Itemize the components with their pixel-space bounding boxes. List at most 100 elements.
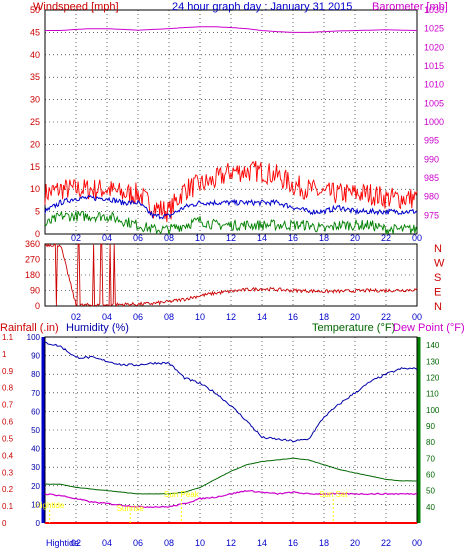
compass-label: N <box>434 243 442 255</box>
direction-y-tick-label: 0 <box>35 301 40 311</box>
rainfall-y-tick-label: 0 <box>2 519 7 528</box>
barometer-y-tick-label: 975 <box>424 210 439 220</box>
rainfall-y-tick-label: 0.3 <box>2 468 14 477</box>
temperature-series <box>44 457 417 495</box>
temperature-y-tick-label: 130 <box>426 357 440 366</box>
x-tick-label-top: 18 <box>319 233 329 243</box>
temperature-y-tick-label: 70 <box>426 454 435 463</box>
x-tick-label-mid: 12 <box>226 312 236 322</box>
dewpoint-series <box>44 490 418 509</box>
x-tick-label-bottom: 20 <box>350 538 360 548</box>
rainfall-y-tick-label: 0.1 <box>2 502 14 511</box>
temperature-y-tick-label: 110 <box>426 390 439 399</box>
wind-average-series <box>44 194 418 220</box>
rainfall-axis-title: Rainfall (.in) <box>0 322 59 334</box>
humidity-series <box>44 341 418 443</box>
humidity-y-tick-label: 30 <box>31 463 40 472</box>
x-tick-label-top: 20 <box>350 233 360 243</box>
x-tick-label-mid: 10 <box>195 312 205 322</box>
temperature-y-tick-label: 90 <box>426 422 435 431</box>
wind-gust-series <box>44 160 418 223</box>
barometer-y-tick-label: 1015 <box>424 61 444 71</box>
humidity-y-tick-label: 40 <box>31 445 40 454</box>
x-tick-label-bottom: 02 <box>71 538 81 548</box>
wind-y-tick-label: 10 <box>30 184 40 194</box>
wind-y-tick-label: 40 <box>30 50 40 60</box>
x-tick-label-mid: 00 <box>412 312 422 322</box>
rainfall-y-tick-label: 0.9 <box>2 367 14 376</box>
wind-y-tick-label: 30 <box>30 95 40 105</box>
x-tick-label-mid: 08 <box>164 312 174 322</box>
wind-y-tick-label: 50 <box>30 5 40 15</box>
wind-y-tick-label: 5 <box>35 207 40 217</box>
x-tick-label-mid: 02 <box>71 312 81 322</box>
wind-direction-series <box>44 243 418 307</box>
rainfall-y-tick-label: 0.7 <box>2 401 14 410</box>
temperature-y-tick-label: 40 <box>426 503 435 512</box>
temperature-y-tick-label: 100 <box>426 406 440 415</box>
humidity-y-tick-label: 60 <box>31 407 40 416</box>
barometer-y-tick-label: 1020 <box>424 42 444 52</box>
x-tick-label-mid: 06 <box>133 312 143 322</box>
event-annotation: Sun Peak <box>164 490 200 499</box>
x-tick-label-bottom: 18 <box>319 538 329 548</box>
rainfall-y-tick-label: 1 <box>2 350 7 359</box>
temperature-y-tick-label: 50 <box>426 487 435 496</box>
humidity-y-tick-label: 20 <box>31 482 40 491</box>
barometer-axis-title: Barometer [mb] <box>372 1 448 13</box>
x-tick-label-bottom: 10 <box>195 538 205 548</box>
hightide-prefix: Hightide <box>46 538 79 548</box>
x-tick-label-top: 06 <box>133 233 143 243</box>
x-tick-label-top: 22 <box>381 233 391 243</box>
rainfall-y-tick-label: 1.1 <box>2 333 14 342</box>
rainfall-y-tick-label: 0.6 <box>2 418 14 427</box>
rainfall-y-tick-label: 0.2 <box>2 485 14 494</box>
x-tick-label-mid: 22 <box>381 312 391 322</box>
direction-panel-frame <box>44 243 418 307</box>
x-tick-label-top: 04 <box>102 233 112 243</box>
x-tick-label-mid: 18 <box>319 312 329 322</box>
direction-y-tick-label: 180 <box>25 270 40 280</box>
humidity-y-tick-label: 80 <box>31 370 40 379</box>
compass-label: E <box>434 287 441 299</box>
humidity-y-tick-label: 100 <box>27 333 41 342</box>
x-tick-label-top: 10 <box>195 233 205 243</box>
x-tick-label-top: 00 <box>412 233 422 243</box>
x-tick-label-mid: 16 <box>288 312 298 322</box>
temperature-y-tick-label: 120 <box>426 373 440 382</box>
wind-low-series <box>44 211 418 236</box>
barometer-y-tick-label: 1010 <box>424 80 444 90</box>
humidity-axis-title: Humidity (%) <box>66 322 129 334</box>
wind-y-tick-label: 20 <box>30 139 40 149</box>
humidity-y-tick-label: 10 <box>31 500 40 509</box>
chart-title: 24 hour graph day : January 31 2015 <box>172 1 352 13</box>
compass-label: S <box>434 272 441 284</box>
wind-y-tick-label: 45 <box>30 27 40 37</box>
barometer-y-tick-label: 990 <box>424 154 439 164</box>
x-tick-label-bottom: 22 <box>381 538 391 548</box>
x-tick-label-bottom: 08 <box>164 538 174 548</box>
x-tick-label-top: 14 <box>257 233 267 243</box>
temperature-y-tick-label: 60 <box>426 470 435 479</box>
temperature-y-tick-label: 80 <box>426 438 435 447</box>
x-tick-label-top: 16 <box>288 233 298 243</box>
barometer-y-tick-label: 985 <box>424 173 439 183</box>
wind-y-tick-label: 25 <box>30 117 40 127</box>
x-tick-label-bottom: 00 <box>412 538 422 548</box>
barometer-y-tick-label: 995 <box>424 136 439 146</box>
barometer-y-tick-label: 1030 <box>424 5 444 15</box>
x-tick-label-bottom: 16 <box>288 538 298 548</box>
direction-y-tick-label: 360 <box>25 239 40 249</box>
direction-y-tick-label: 270 <box>25 255 40 265</box>
barometer-y-tick-label: 980 <box>424 192 439 202</box>
x-tick-label-top: 12 <box>226 233 236 243</box>
wind-y-tick-label: 35 <box>30 72 40 82</box>
wind-y-tick-label: 15 <box>30 162 40 172</box>
x-tick-label-bottom: 12 <box>226 538 236 548</box>
x-tick-label-mid: 04 <box>102 312 112 322</box>
temperature-y-tick-label: 140 <box>426 341 440 350</box>
wind-y-tick-label: 0 <box>35 229 40 239</box>
event-annotation: Sun Set <box>319 490 348 499</box>
rainfall-y-tick-label: 0.8 <box>2 384 14 393</box>
